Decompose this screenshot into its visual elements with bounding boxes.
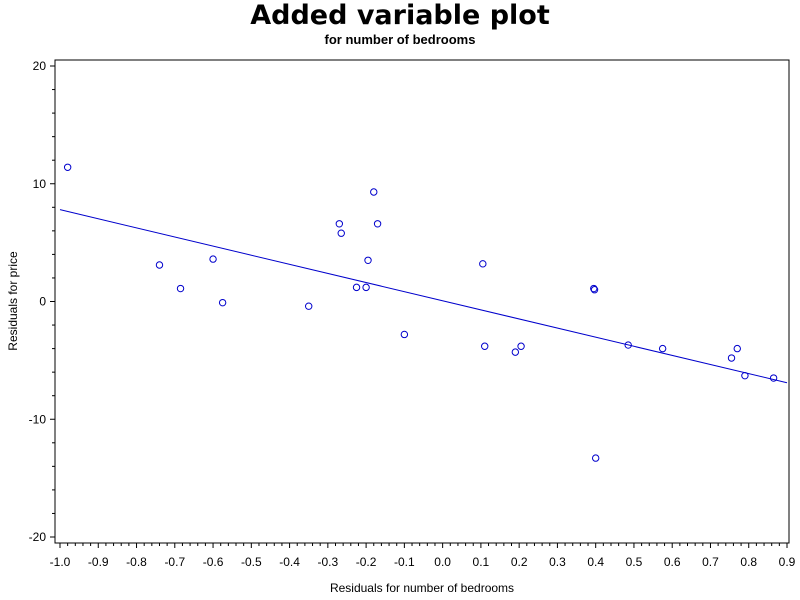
chart-subtitle: for number of bedrooms [324, 32, 476, 47]
data-point [591, 454, 600, 462]
data-point [769, 374, 778, 382]
x-tick-label: -0.6 [203, 555, 224, 569]
x-tick-label: 0.7 [702, 555, 719, 569]
x-axis-label: Residuals for number of bedrooms [330, 581, 514, 595]
data-point [733, 344, 741, 353]
x-tick-label: 0.6 [664, 555, 681, 569]
x-tick-label: 0.4 [587, 555, 604, 569]
y-tick-label: 0 [39, 295, 46, 309]
plot-frame [54, 59, 790, 544]
data-point [63, 163, 72, 171]
data-point [517, 342, 525, 350]
data-point [481, 342, 489, 350]
x-tick-label: -0.9 [88, 555, 109, 569]
data-point [590, 284, 598, 293]
data-point [511, 348, 520, 356]
data-point [176, 284, 185, 293]
x-tick-label: -0.8 [126, 555, 147, 569]
data-point [373, 220, 382, 228]
x-axis: -1.0 -0.9 -0.8 -0.7 -0.6 -0.5 -0.4 -0.3 -0.2 -0.1… [50, 543, 796, 569]
x-tick-label: -0.3 [317, 555, 338, 569]
data-point [352, 283, 361, 292]
data-point [337, 229, 345, 237]
x-tick-label: 0.5 [626, 555, 643, 569]
y-axis: -20 -10 0 10 20 [29, 59, 55, 544]
data-point [155, 261, 164, 269]
x-tick-label: 0.9 [779, 555, 796, 569]
data-point [479, 260, 487, 268]
x-tick-label: 0.3 [549, 555, 566, 569]
x-tick-label: -0.1 [394, 555, 415, 569]
y-tick-label: -20 [29, 530, 47, 544]
data-point [305, 302, 313, 310]
data-point [209, 255, 217, 263]
x-tick-label: 0.0 [434, 555, 451, 569]
data-point [364, 256, 372, 264]
data-point [658, 344, 667, 353]
data-point [218, 298, 227, 307]
y-axis-label: Residuals for price [6, 251, 20, 351]
x-tick-label: -1.0 [50, 555, 71, 569]
data-point [727, 354, 736, 362]
x-tick-label: -0.4 [279, 555, 300, 569]
data-point [590, 286, 599, 294]
x-tick-label: 0.8 [740, 555, 757, 569]
data-point [335, 220, 344, 228]
scatter-points [63, 163, 778, 462]
y-tick-label: -10 [29, 412, 47, 426]
data-point [370, 188, 378, 196]
fit-line [59, 209, 788, 384]
data-point [362, 283, 370, 292]
x-tick-label: -0.5 [241, 555, 262, 569]
x-tick-label: 0.2 [511, 555, 528, 569]
x-tick-label: -0.7 [164, 555, 185, 569]
y-tick-label: 20 [33, 59, 47, 73]
data-point [400, 330, 409, 339]
chart-title: Added variable plot [250, 0, 550, 31]
x-tick-label: 0.1 [473, 555, 490, 569]
data-point [741, 371, 749, 380]
fit-line-group [59, 209, 788, 384]
data-point [624, 341, 632, 349]
y-tick-label: 10 [33, 177, 47, 191]
x-tick-label: -0.2 [356, 555, 377, 569]
